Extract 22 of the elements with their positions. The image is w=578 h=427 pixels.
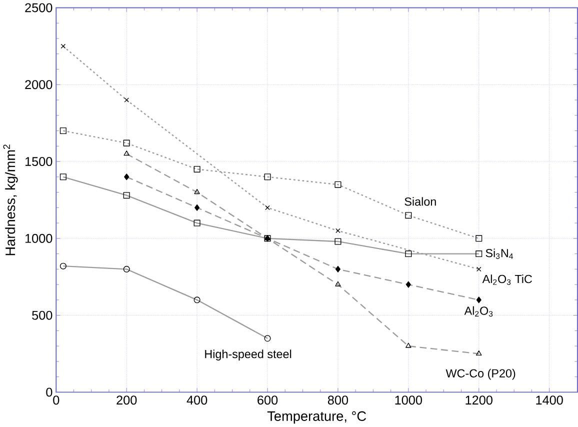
series-label: Al$_{2}$O$_{3}$ <box>464 306 493 317</box>
x-tick-label: 1200 <box>466 396 492 405</box>
x-tick-label: 400 <box>186 396 208 405</box>
y-tick-label: 1500 <box>25 157 52 166</box>
x-tick-label: 1000 <box>395 396 422 405</box>
y-tick-label: 500 <box>32 310 52 320</box>
series-label: Sialon <box>404 197 436 206</box>
y-tick-label: 0 <box>46 388 52 397</box>
x-tick-label: 600 <box>258 396 278 405</box>
x-tick-label: 800 <box>328 396 348 405</box>
y-tick-label: 2000 <box>25 80 52 90</box>
series-label: Si$_{3}$N$_{4}$ <box>486 248 514 259</box>
series-label: WC-Co (P20) <box>446 368 516 380</box>
y-axis-title: Hardness, kg/mm$^{2}$ <box>3 144 18 256</box>
x-axis-title: Temperature, °C <box>267 411 366 424</box>
x-tick-label: 200 <box>116 396 137 405</box>
series-label: High-speed steel <box>205 350 292 361</box>
x-tick-label: 1400 <box>536 396 563 405</box>
y-tick-label: 1000 <box>25 234 52 243</box>
x-tick-label: 0 <box>53 396 60 405</box>
y-tick-label: 2500 <box>25 3 52 12</box>
series-label: Al$_{2}$O$_{3}$ TiC <box>482 274 532 285</box>
